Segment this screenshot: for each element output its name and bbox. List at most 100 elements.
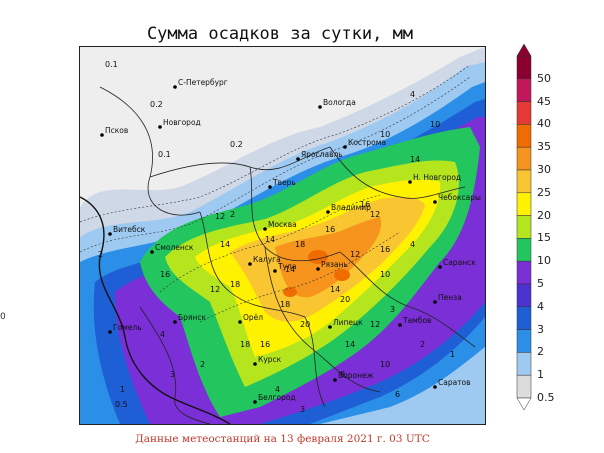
legend-level-label: 3: [537, 322, 544, 336]
legend-swatch: [516, 260, 532, 285]
station-value: 6: [395, 390, 400, 399]
city-label: Псков: [105, 126, 128, 135]
station-value: 4: [275, 385, 280, 394]
city-marker: [433, 385, 437, 389]
legend-swatch: [516, 215, 532, 239]
city-label: С-Петербург: [178, 78, 228, 87]
station-value: 0.1: [105, 60, 118, 69]
city-label: Тула: [277, 262, 296, 271]
station-value: 4: [410, 240, 415, 249]
city-label: Новгород: [163, 118, 201, 127]
city-marker: [398, 323, 402, 327]
city-label: Саранск: [443, 258, 476, 267]
city-marker: [173, 320, 177, 324]
legend-level-label: 20: [537, 208, 551, 222]
legend-level-label: 15: [537, 231, 551, 245]
city-label: Саратов: [438, 378, 471, 387]
station-value: 4: [160, 330, 165, 339]
legend-swatch: [516, 101, 532, 125]
station-value: 4: [410, 90, 415, 99]
city-label: Смоленск: [155, 243, 194, 252]
city-marker: [433, 200, 437, 204]
station-value: 20: [340, 295, 350, 304]
region-borders: [99, 86, 476, 424]
legend-swatch: [516, 124, 532, 148]
city-marker: [158, 125, 162, 129]
legend-swatch: [516, 283, 532, 308]
station-value: 10: [430, 120, 440, 129]
city-marker: [238, 320, 242, 324]
legend-max-arrow: [516, 43, 532, 57]
precipitation-map[interactable]: С-Петербург Новгород Вологда Псков Ярославль…: [79, 46, 486, 425]
station-value: 16: [360, 200, 370, 209]
city-label: Владимир: [331, 203, 371, 212]
legend-swatch: [516, 169, 532, 194]
precip-zone-30: [275, 217, 382, 298]
station-value: 16: [260, 340, 270, 349]
legend-swatch: [516, 78, 532, 102]
city-layer: С-Петербург Новгород Вологда Псков Ярославль…: [100, 78, 481, 404]
city-marker: [108, 232, 112, 236]
city-marker: [326, 210, 330, 214]
city-label: Тамбов: [402, 316, 431, 325]
city-label: Тверь: [272, 178, 296, 187]
city-marker: [253, 400, 257, 404]
station-value: 14: [265, 235, 275, 244]
city-label: Ярославль: [301, 150, 343, 159]
city-label: Чебоксары: [438, 193, 481, 202]
city-label: Калуга: [253, 255, 281, 264]
station-value: 3: [170, 370, 175, 379]
precip-spot-35: [283, 287, 297, 297]
station-value: 8: [340, 370, 345, 379]
city-label: Кострома: [348, 138, 386, 147]
city-label: Курск: [258, 355, 282, 364]
city-label: Белгород: [258, 393, 296, 402]
station-value: 18: [295, 240, 305, 249]
legend-level-label: 45: [537, 94, 551, 108]
station-value: 10: [380, 360, 390, 369]
city-marker: [408, 180, 412, 184]
city-marker: [108, 330, 112, 334]
station-value: 3: [300, 405, 305, 414]
legend-swatch: [516, 146, 532, 171]
station-value: 14: [410, 155, 420, 164]
legend-level-label: 10: [537, 254, 551, 268]
city-marker: [273, 269, 277, 273]
station-value: 2: [420, 340, 425, 349]
legend-level-label: 25: [537, 185, 551, 199]
city-marker: [263, 227, 267, 231]
legend-swatch: [516, 192, 532, 216]
legend-level-label: 2: [537, 345, 544, 359]
station-value: 0.5: [115, 400, 128, 409]
city-marker: [316, 267, 320, 271]
legend-swatch: [516, 352, 532, 376]
legend-swatch: [516, 329, 532, 353]
precip-spot-35: [308, 250, 328, 264]
city-marker: [150, 250, 154, 254]
city-marker: [328, 325, 332, 329]
legend-level-label: 35: [537, 140, 551, 154]
legend-swatch: [516, 374, 532, 399]
city-marker: [173, 85, 177, 89]
station-value: 1: [120, 385, 125, 394]
city-marker: [100, 133, 104, 137]
legend-level-label: 30: [537, 163, 551, 176]
legend-colorbar: [516, 43, 532, 411]
isolines: [80, 64, 471, 323]
map-title: Сумма осадков за сутки, мм: [146, 24, 414, 44]
city-marker: [333, 378, 337, 382]
city-label: Липецк: [333, 318, 363, 327]
station-value: 18: [240, 340, 250, 349]
city-label: Гомель: [113, 323, 142, 332]
station-value: 10: [380, 270, 390, 279]
legend-level-label: 1: [537, 368, 544, 382]
station-value: 14: [330, 285, 340, 294]
city-marker: [248, 262, 252, 266]
station-value: 1: [450, 350, 455, 359]
legend-swatch: [516, 306, 532, 330]
city-label: Брянск: [178, 313, 206, 322]
side-tick: 0: [0, 312, 6, 322]
station-value: 16: [160, 270, 170, 279]
precip-spot-35: [334, 269, 350, 281]
city-label: Вологда: [323, 98, 356, 107]
